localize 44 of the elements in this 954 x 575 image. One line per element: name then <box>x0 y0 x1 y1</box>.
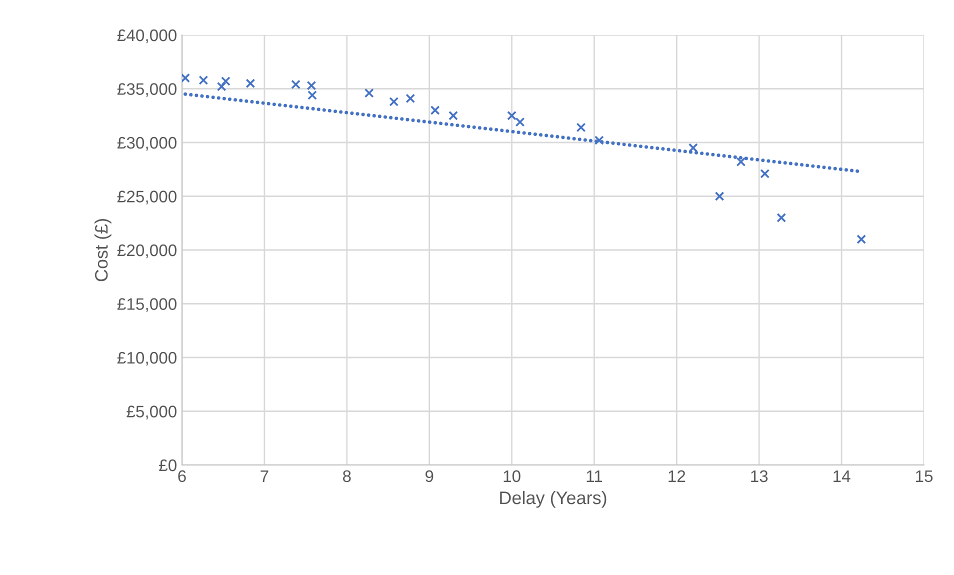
point <box>714 192 724 201</box>
point <box>216 82 226 92</box>
point <box>406 94 416 104</box>
point <box>364 88 374 98</box>
point <box>389 96 399 106</box>
point <box>515 117 525 127</box>
x-tick-label: 8 <box>342 470 351 482</box>
point <box>198 75 208 85</box>
y-tick-label: £25,000 <box>117 190 176 204</box>
y-axis-title: Cost (£) <box>94 219 112 282</box>
y-tick-label: £40,000 <box>117 29 176 44</box>
point <box>448 110 458 120</box>
point <box>776 213 786 222</box>
x-axis-title: Delay (Years) <box>500 490 606 508</box>
point <box>856 234 866 244</box>
x-tick-label: 15 <box>916 470 933 482</box>
point <box>306 80 316 90</box>
x-tick-label: 13 <box>751 470 768 482</box>
y-tick-label: £30,000 <box>117 136 176 151</box>
y-tick-label: £0 <box>159 459 176 472</box>
point <box>246 78 256 88</box>
point <box>182 73 190 83</box>
point <box>576 122 586 132</box>
point <box>430 106 440 115</box>
y-tick-label: £5,000 <box>126 406 176 420</box>
point <box>507 110 516 120</box>
point <box>688 143 698 153</box>
point <box>220 76 230 86</box>
y-tick-label: £10,000 <box>117 352 176 366</box>
x-tick-label: 9 <box>425 470 434 482</box>
point <box>594 136 604 146</box>
point <box>291 80 300 90</box>
y-tick-label: £20,000 <box>117 244 176 258</box>
x-tick-label: 6 <box>178 470 186 482</box>
point <box>736 157 746 167</box>
x-tick-label: 12 <box>668 470 686 482</box>
y-tick-label: £15,000 <box>117 298 176 312</box>
x-tick-label: 11 <box>586 470 602 482</box>
point <box>308 90 317 100</box>
y-tick-label: £35,000 <box>117 83 176 97</box>
x-tick-label: 7 <box>260 470 268 482</box>
point <box>760 168 770 178</box>
x-tick-label: 14 <box>834 470 850 482</box>
x-tick-label: 10 <box>504 470 520 482</box>
